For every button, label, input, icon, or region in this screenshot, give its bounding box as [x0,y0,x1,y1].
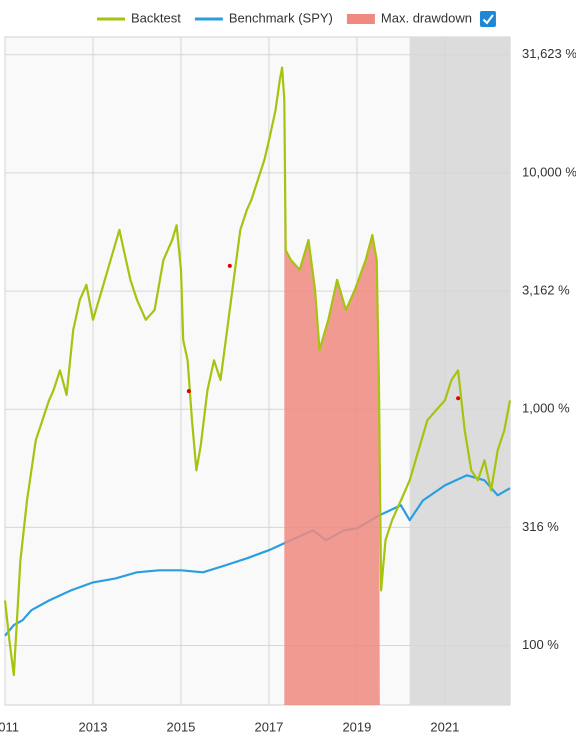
y-tick-label: 1,000 % [522,401,570,416]
y-tick-label: 31,623 % [522,46,576,61]
y-tick-label: 3,162 % [522,283,570,298]
checkmark[interactable] [482,14,494,25]
legend-label: Backtest [131,10,181,25]
x-tick-label: 2015 [166,719,195,734]
legend-label: Max. drawdown [381,10,472,25]
series-line [4,474,511,637]
y-tick-label: 10,000 % [522,164,576,179]
shaded-region [409,37,510,705]
x-tick-label: 2017 [254,719,283,734]
legend-label: Benchmark (SPY) [229,10,333,25]
legend-swatch [346,14,375,24]
y-tick-label: 316 % [522,519,559,534]
marker [456,396,461,401]
marker [186,389,191,394]
x-tick-label: 2019 [342,719,371,734]
marker [227,263,232,268]
checkbox-box[interactable] [479,11,496,27]
x-tick-label: 2011 [0,719,19,734]
series-line [3,66,512,677]
x-tick-label: 2021 [430,719,459,734]
x-tick-label: 2013 [79,719,108,734]
y-tick-label: 100 % [522,637,559,652]
drawdown-area [284,99,380,706]
drawdown-checkbox[interactable] [479,11,496,27]
